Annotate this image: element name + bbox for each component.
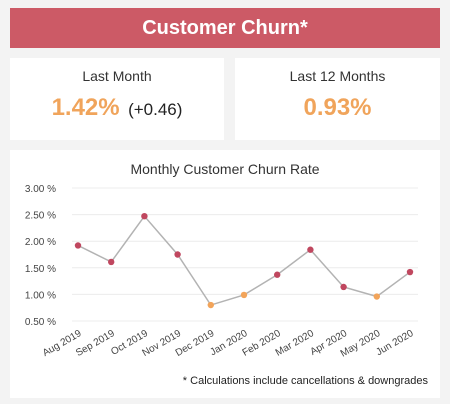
chart-title: Monthly Customer Churn Rate xyxy=(130,161,320,177)
kpi-value-last-month: 1.42% xyxy=(51,94,120,121)
kpi-card-last-month: Last Month 1.42% (+0.46) xyxy=(10,58,224,140)
y-tick-label: 1.00 % xyxy=(25,290,56,301)
data-point xyxy=(274,271,281,278)
data-point xyxy=(174,251,181,258)
churn-line-chart: 3.00 %2.50 %2.00 %1.50 %1.00 %0.50 %Aug … xyxy=(25,184,418,360)
data-point xyxy=(240,291,248,299)
kpi-delta-last-month: (+0.46) xyxy=(128,100,183,119)
footnote: * Calculations include cancellations & d… xyxy=(182,375,428,387)
y-tick-label: 3.00 % xyxy=(25,184,56,195)
data-point xyxy=(340,283,347,291)
y-tick-label: 1.50 % xyxy=(25,264,56,275)
data-point xyxy=(307,246,314,253)
y-tick-label: 2.50 % xyxy=(25,211,56,222)
dashboard-header: Customer Churn* xyxy=(10,8,440,48)
kpi-value-last-12-months: 0.93% xyxy=(303,94,372,121)
kpi-label-last-12-months: Last 12 Months xyxy=(289,68,386,84)
data-point xyxy=(108,258,115,266)
data-point xyxy=(406,268,414,276)
y-tick-label: 2.00 % xyxy=(25,237,56,248)
y-tick-label: 0.50 % xyxy=(25,317,56,328)
kpi-label-last-month: Last Month xyxy=(82,68,152,84)
kpi-card-last-12-months: Last 12 Months 0.93% xyxy=(235,58,440,140)
data-point xyxy=(74,242,82,249)
data-point xyxy=(207,301,214,309)
series-line xyxy=(77,214,411,306)
data-point xyxy=(141,212,148,220)
x-tick-label: Mar 2020 xyxy=(274,328,316,359)
data-point xyxy=(373,293,380,300)
churn-chart-card: Monthly Customer Churn Rate 3.00 % 2.50 %… xyxy=(10,150,440,398)
x-tick-label: Jun 2020 xyxy=(374,328,416,358)
dashboard-title: Customer Churn* xyxy=(142,16,308,39)
